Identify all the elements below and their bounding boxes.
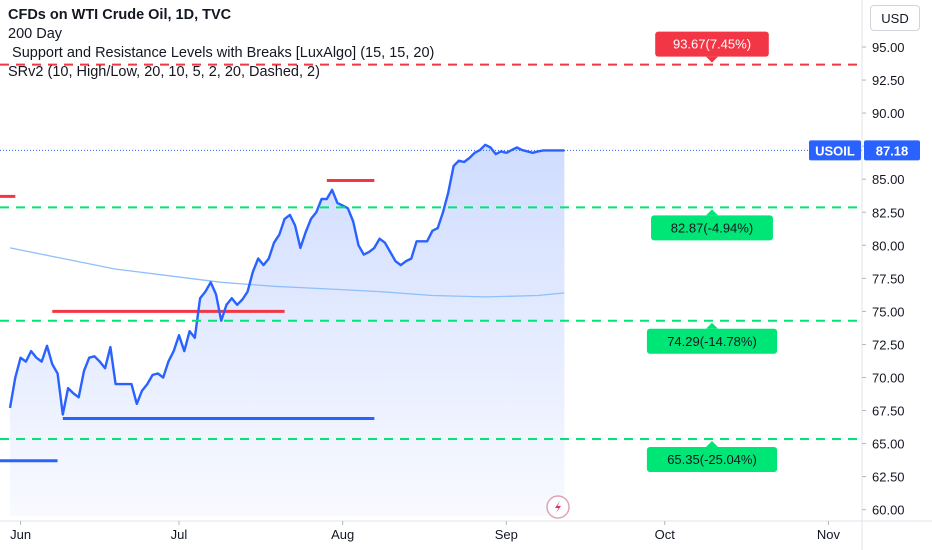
- target-level-label[interactable]: 74.29(-14.78%): [646, 322, 778, 354]
- chart-title: CFDs on WTI Crude Oil, 1D, TVC: [8, 7, 232, 23]
- y-tick-label: 60.00: [872, 503, 905, 518]
- y-tick-label: 65.00: [872, 437, 905, 452]
- lightning-icon[interactable]: [546, 495, 570, 519]
- target-level-label[interactable]: 82.87(-4.94%): [651, 209, 773, 241]
- indicator-srv2-label[interactable]: SRv2 (10, High/Low, 20, 10, 5, 2, 20, Da…: [8, 64, 320, 80]
- symbol-tag-text: USOIL: [815, 143, 855, 158]
- x-tick-label: Sep: [495, 527, 518, 542]
- moving-average-line[interactable]: [9, 247, 565, 298]
- target-level-label-text: 65.35(-25.04%): [667, 452, 757, 467]
- y-tick-label: 77.50: [872, 271, 905, 286]
- target-level-label-text: 93.67(7.45%): [673, 37, 751, 52]
- currency-button[interactable]: USD: [870, 5, 920, 31]
- y-tick-label: 75.00: [872, 304, 905, 319]
- y-tick-label: 92.50: [872, 73, 905, 88]
- y-tick-label: 82.50: [872, 205, 905, 220]
- y-tick-label: 72.50: [872, 337, 905, 352]
- target-level-label-text: 74.29(-14.78%): [667, 334, 757, 349]
- y-tick-label: 80.00: [872, 238, 905, 253]
- chart-legend: CFDs on WTI Crude Oil, 1D, TVC 200 Day S…: [8, 6, 434, 82]
- y-tick-label: 85.00: [872, 172, 905, 187]
- y-tick-label: 90.00: [872, 106, 905, 121]
- y-tick-label: 70.00: [872, 371, 905, 386]
- price-line[interactable]: [8, 143, 565, 416]
- target-level-label[interactable]: 65.35(-25.04%): [646, 440, 778, 472]
- indicator-ma-label[interactable]: 200 Day: [8, 26, 63, 42]
- y-tick-label: 95.00: [872, 40, 905, 55]
- y-tick-label: 62.50: [872, 470, 905, 485]
- indicator-luxalgo-label[interactable]: Support and Resistance Levels with Break…: [8, 45, 435, 61]
- y-tick-label: 67.50: [872, 404, 905, 419]
- x-tick-label: Jun: [10, 527, 31, 542]
- x-tick-label: Jul: [171, 527, 188, 542]
- x-tick-label: Oct: [655, 527, 676, 542]
- target-level-label-text: 82.87(-4.94%): [671, 220, 753, 235]
- price-area-fill: [10, 144, 565, 517]
- x-tick-label: Aug: [331, 527, 354, 542]
- target-level-label[interactable]: 93.67(7.45%): [655, 31, 769, 63]
- x-tick-label: Nov: [817, 527, 841, 542]
- last-price-tag[interactable]: USOIL 87.18: [809, 140, 920, 161]
- last-price-value: 87.18: [876, 143, 909, 158]
